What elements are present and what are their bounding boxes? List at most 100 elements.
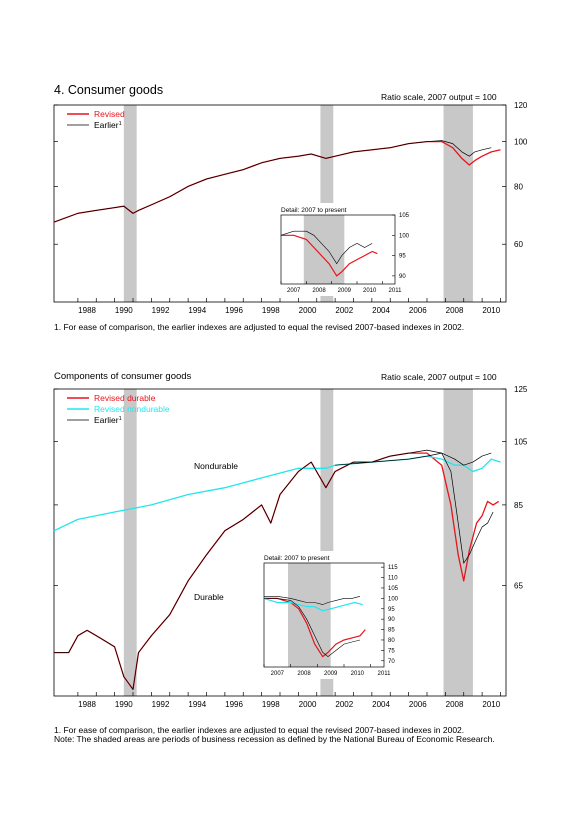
chart2-inset-series-revised-durable — [264, 597, 366, 658]
chart2-inset-x-tick-label: 2011 — [378, 671, 392, 677]
chart1-inset-x-tick-label: 2007 — [287, 288, 301, 294]
chart1-x-tick-label: 1994 — [188, 306, 206, 315]
chart2-x-tick-label: 2010 — [482, 700, 500, 709]
chart2-inset-y-tick-label: 90 — [388, 617, 395, 623]
chart2-x-tick-label: 1996 — [225, 700, 243, 709]
chart2-inset-bg — [264, 551, 406, 679]
chart1-x-tick-label: 1992 — [152, 306, 170, 315]
chart1-recession-band — [320, 105, 334, 302]
chart1-y-tick-label: 100 — [514, 138, 528, 147]
chart1-inset-x-tick-label: 2011 — [389, 288, 403, 294]
chart1-inset-x-tick-label: 2010 — [363, 288, 377, 294]
chart1-title: 4. Consumer goods — [54, 83, 164, 97]
chart2-inset-y-tick-label: 95 — [388, 607, 395, 613]
chart2-recession-band — [320, 389, 334, 696]
chart2-x-tick-label: 2000 — [299, 700, 317, 709]
chart2-recession-band — [443, 389, 473, 696]
chart2-series-earlier — [54, 449, 494, 690]
chart1-recession-band — [443, 105, 473, 302]
chart1-inset-series-revised — [281, 234, 378, 277]
chart2-x-tick-label: 2002 — [335, 700, 353, 709]
chart2-inset-frame — [263, 562, 385, 668]
chart1-y-tick-label: 60 — [514, 240, 523, 249]
chart2-inset-series-revised-nondurable — [263, 597, 363, 612]
chart2-inset-y-tick-label: 70 — [388, 659, 395, 665]
chart1-scale-note: Ratio scale, 2007 output = 100 — [381, 92, 497, 102]
chart2-inset-series-earlier — [264, 596, 361, 605]
chart1-inset-x-tick-label: 2008 — [312, 288, 326, 294]
chart2-inset-title: Detail: 2007 to present — [264, 555, 330, 562]
chart2-title: Components of consumer goods — [54, 371, 192, 382]
chart2-series-earlier — [335, 452, 492, 466]
chart1-x-tick-label: 1996 — [225, 306, 243, 315]
chart1-inset-frame — [280, 214, 396, 285]
chart1-plot-frame — [53, 104, 507, 303]
chart1-inset-y-tick-label: 100 — [399, 233, 410, 239]
chart2-inset-x-tick-label: 2010 — [351, 671, 365, 677]
chart2-series-revised-nondurable — [53, 455, 501, 532]
chart2-x-tick-label: 1994 — [188, 700, 206, 709]
chart2-y-tick-label: 85 — [514, 501, 523, 510]
chart1-legend-label: Earlier1 — [94, 120, 122, 130]
chart1-x-tick-label: 2008 — [446, 306, 464, 315]
chart2-x-tick-label: 2004 — [372, 700, 390, 709]
chart2-x-tick-label: 1998 — [262, 700, 280, 709]
chart2-x-tick-label: 1990 — [115, 700, 133, 709]
chart1-y-tick-label: 120 — [514, 101, 528, 110]
chart1-inset-title: Detail: 2007 to present — [281, 207, 347, 214]
chart2-recession-band — [123, 389, 137, 696]
chart1-x-tick-label: 2006 — [409, 306, 427, 315]
chart2-y-tick-label: 65 — [514, 582, 523, 591]
chart2-inset-series-earlier — [264, 598, 361, 657]
chart2-inset-x-tick-label: 2008 — [297, 671, 311, 677]
chart2-series-revised-durable — [54, 452, 500, 691]
chart2-annotation: Durable — [194, 592, 224, 602]
chart2-legend-label: Revised nondurable — [94, 404, 170, 414]
chart2-footnote: 1. For ease of comparison, the earlier i… — [54, 726, 504, 744]
chart2-footnote-1: 1. For ease of comparison, the earlier i… — [54, 725, 465, 735]
chart1-legend-label: Revised — [94, 109, 125, 119]
chart1-x-tick-label: 2010 — [482, 306, 500, 315]
chart2-inset-y-tick-label: 85 — [388, 628, 395, 634]
chart1-x-tick-label: 2002 — [335, 306, 353, 315]
chart2-y-tick-label: 125 — [514, 385, 528, 394]
chart2-legend-label: Earlier1 — [94, 415, 122, 425]
chart1-x-tick-label: 2004 — [372, 306, 390, 315]
chart1-inset-series-earlier — [280, 230, 373, 265]
chart2-annotation: Nondurable — [194, 461, 238, 471]
chart1-legend-superscript: 1 — [119, 121, 122, 127]
chart2-inset-y-tick-label: 100 — [388, 596, 399, 602]
chart2-inset-y-tick-label: 110 — [388, 576, 398, 582]
chart1-x-tick-label: 1998 — [262, 306, 280, 315]
chart2-legend-label: Revised durable — [94, 393, 156, 403]
chart1-x-tick-label: 2000 — [299, 306, 317, 315]
chart1-inset-y-tick-label: 95 — [399, 254, 406, 260]
chart1-inset-y-tick-label: 90 — [399, 274, 406, 280]
chart1-series-earlier — [53, 140, 492, 223]
chart2-x-tick-label: 1992 — [152, 700, 170, 709]
chart2-inset-y-tick-label: 80 — [388, 638, 395, 644]
chart2-inset-x-tick-label: 2007 — [271, 671, 285, 677]
chart1-inset-recession-band — [303, 215, 345, 284]
chart2-inset-recession-band — [288, 563, 331, 667]
chart1-y-tick-label: 80 — [514, 182, 523, 191]
chart2-inset-x-tick-label: 2009 — [324, 671, 338, 677]
chart2-legend-superscript: 1 — [119, 416, 122, 422]
chart2-inset-y-tick-label: 105 — [388, 586, 399, 592]
chart1-inset-bg — [281, 203, 417, 296]
chart2-inset-y-tick-label: 75 — [388, 648, 395, 654]
chart1-footnote: 1. For ease of comparison, the earlier i… — [54, 322, 465, 332]
chart2-inset-y-tick-label: 115 — [388, 565, 398, 571]
chart1-x-tick-label: 1990 — [115, 306, 133, 315]
chart2-x-tick-label: 2006 — [409, 700, 427, 709]
chart2-scale-note: Ratio scale, 2007 output = 100 — [381, 372, 497, 382]
chart1-x-tick-label: 1988 — [78, 306, 96, 315]
chart2-y-tick-label: 105 — [514, 437, 528, 446]
chart1-inset-x-tick-label: 2009 — [338, 288, 352, 294]
chart2-footnote-2: Note: The shaded areas are periods of bu… — [54, 734, 495, 744]
chart2-plot-frame — [53, 388, 507, 697]
chart2-x-tick-label: 2008 — [446, 700, 464, 709]
chart1-series-revised — [53, 140, 501, 223]
chart1-inset-y-tick-label: 105 — [399, 213, 410, 219]
